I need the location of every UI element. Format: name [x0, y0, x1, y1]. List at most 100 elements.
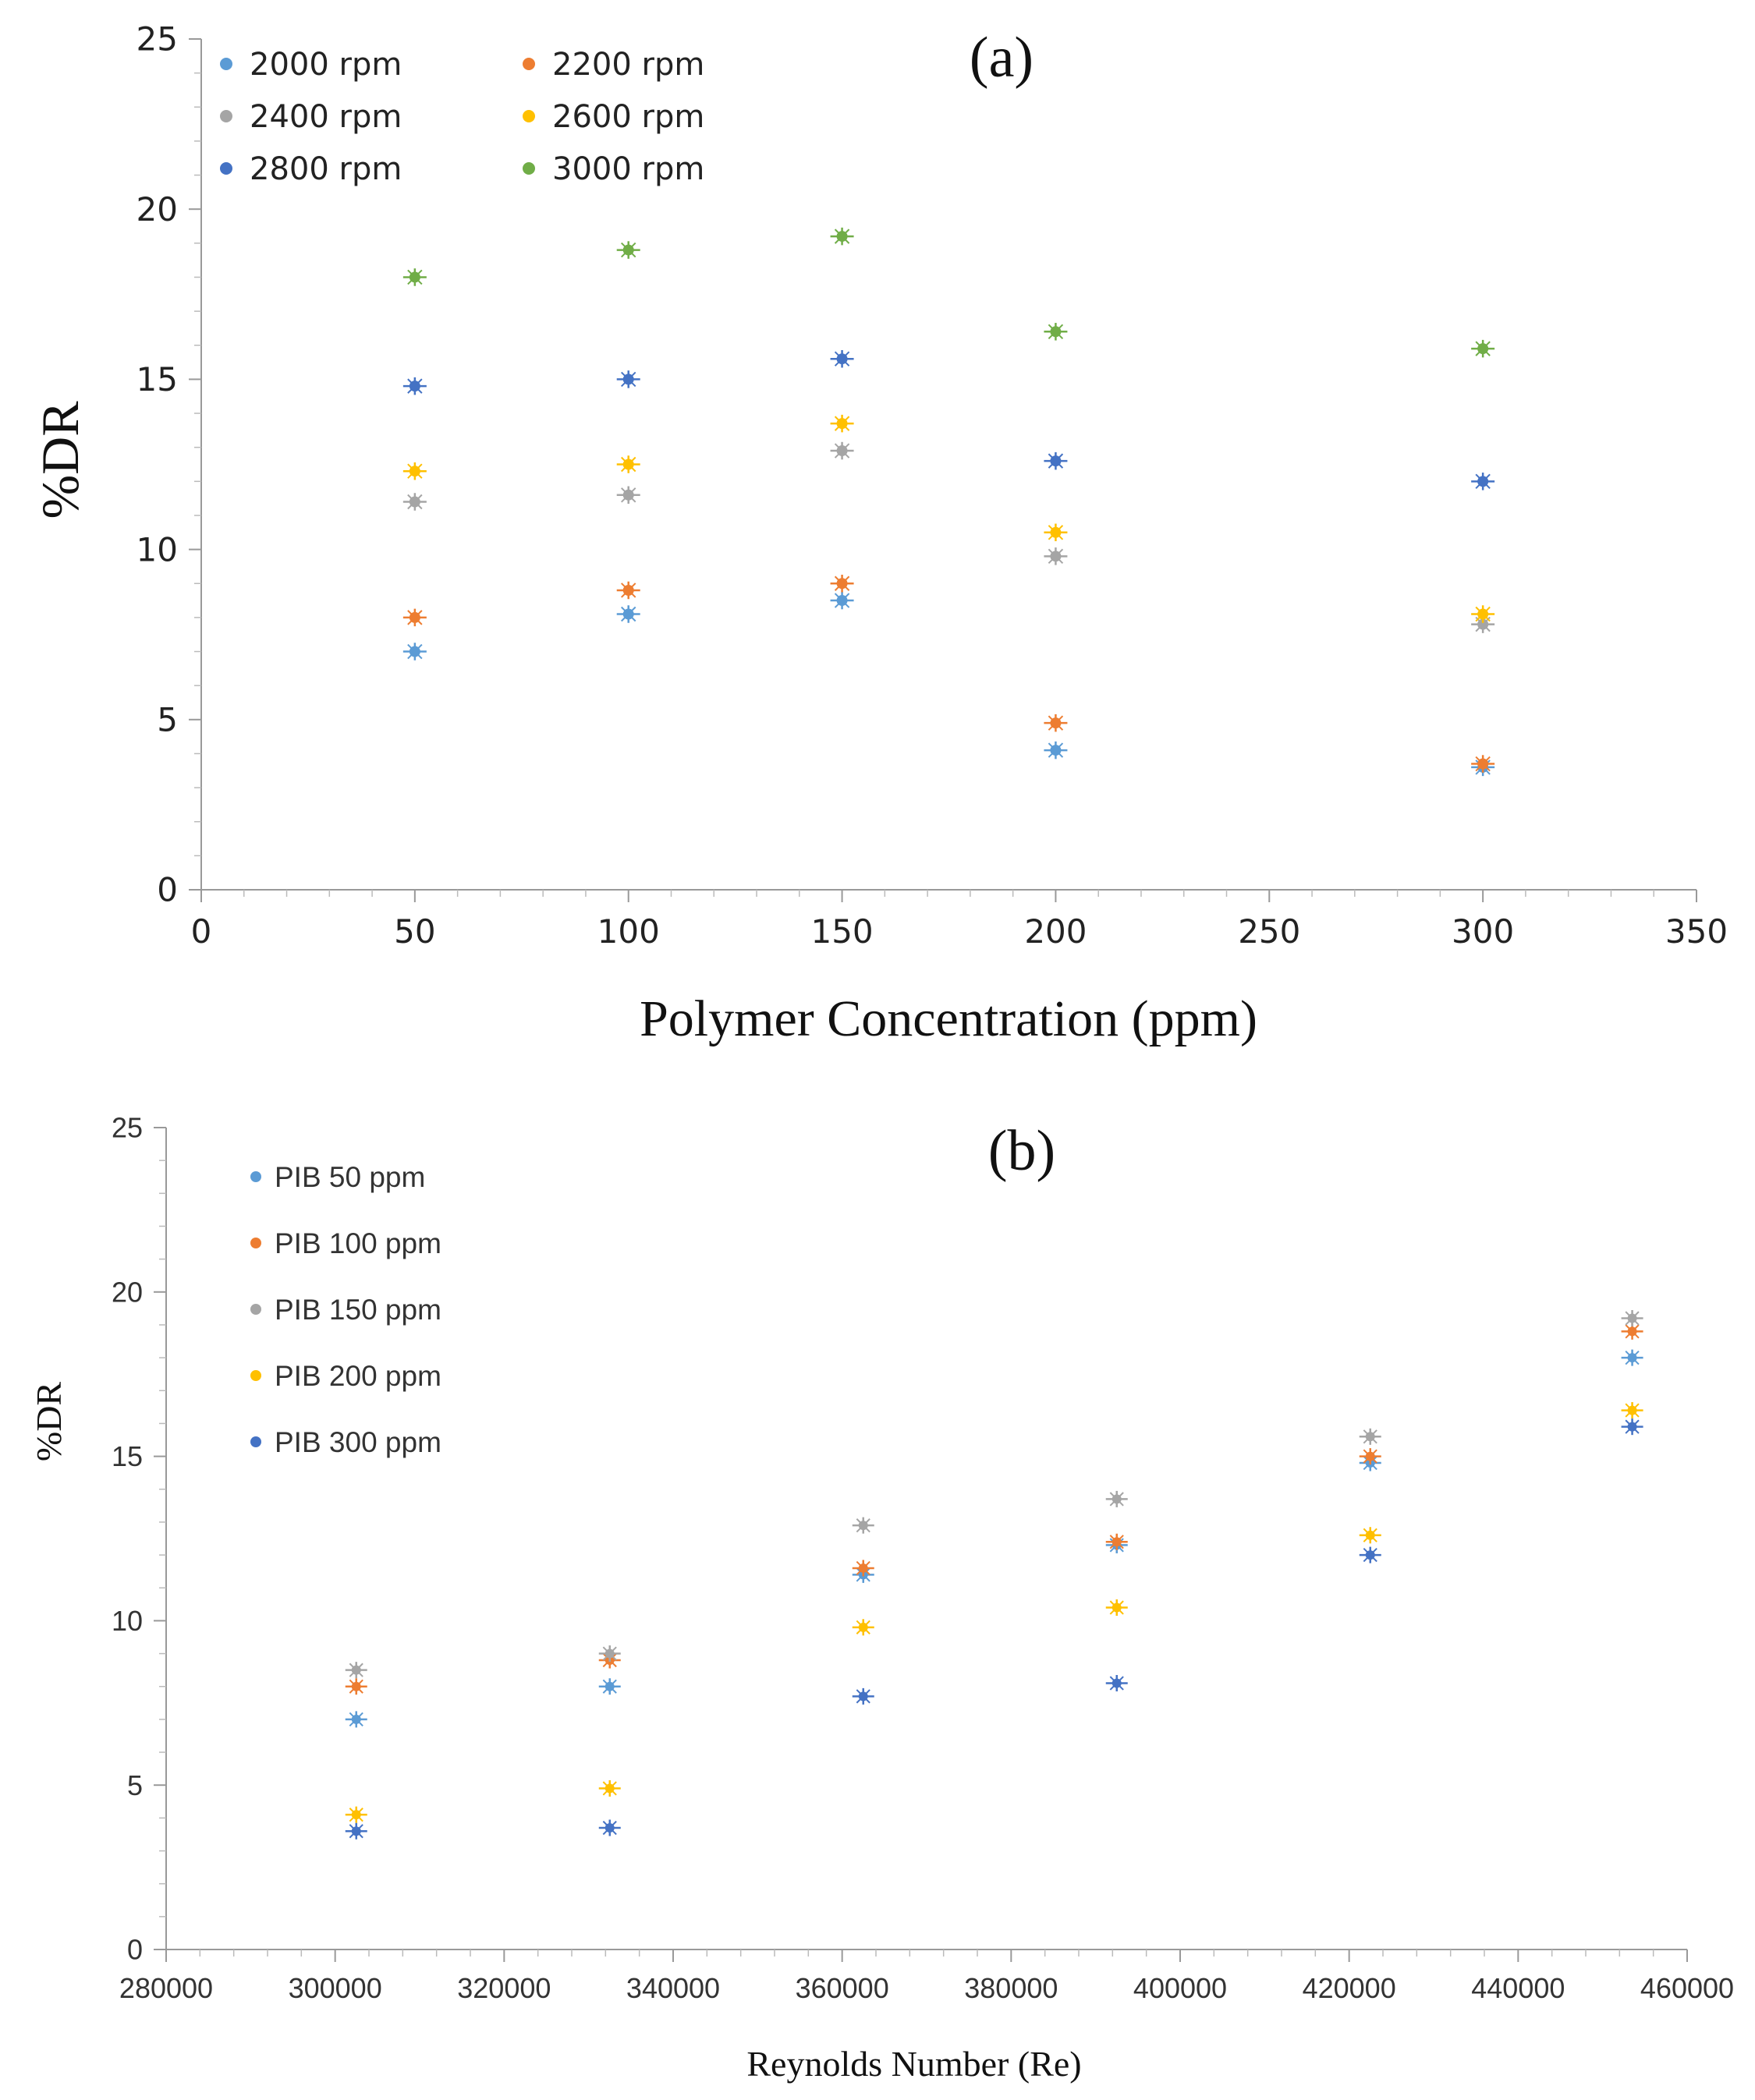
data-point [345, 1806, 367, 1823]
data-point [616, 486, 640, 505]
chart-b-legend: PIB 50 ppm PIB 100 ppm PIB 150 ppm PIB 200 … [250, 1161, 441, 1458]
data-point [1044, 741, 1068, 760]
legend-label: 2400 rpm [250, 99, 402, 135]
data-point [852, 1560, 874, 1577]
y-tick-label: 15 [112, 1440, 143, 1472]
x-tick-label: 250 [1238, 912, 1300, 951]
data-point [402, 493, 427, 511]
data-point [852, 1517, 874, 1534]
data-point [1105, 1599, 1128, 1617]
data-point [830, 349, 854, 368]
legend-label: PIB 150 ppm [275, 1294, 441, 1326]
chart-a-ylabel: %DR [30, 401, 90, 519]
x-tick-label: 360000 [796, 1972, 889, 2004]
legend-label: PIB 300 ppm [275, 1426, 441, 1458]
legend-label: PIB 50 ppm [275, 1161, 425, 1193]
data-point [345, 1822, 367, 1840]
data-point [1471, 755, 1495, 773]
legend-marker [523, 162, 535, 175]
legend-marker [250, 1370, 261, 1381]
data-point [1044, 547, 1068, 565]
data-point [830, 441, 854, 460]
data-point [345, 1711, 367, 1728]
data-point [1621, 1349, 1643, 1366]
y-tick-label: 5 [127, 1769, 143, 1801]
data-point [1044, 714, 1068, 732]
legend-label: 3000 rpm [552, 151, 704, 187]
x-tick-label: 0 [191, 912, 212, 951]
data-point [616, 581, 640, 600]
chart-a-xlabel: Polymer Concentration (ppm) [640, 990, 1257, 1047]
legend-marker [220, 58, 232, 70]
legend-item: PIB 200 ppm [250, 1360, 441, 1392]
chart-a-legend: 2000 rpm 2200 rpm 2400 rpm 2600 rpm 2800 rpm… [220, 47, 704, 187]
x-tick-label: 300 [1452, 912, 1514, 951]
data-point [598, 1645, 621, 1663]
legend-item: 2800 rpm [220, 151, 402, 187]
legend-marker [523, 58, 535, 70]
data-point [1359, 1428, 1381, 1445]
legend-marker [250, 1436, 261, 1447]
x-tick-label: 340000 [626, 1972, 720, 2004]
x-tick-label: 420000 [1303, 1972, 1396, 2004]
legend-label: 2000 rpm [250, 47, 402, 83]
legend-marker [220, 162, 232, 175]
y-tick-label: 5 [157, 701, 178, 739]
data-point [1621, 1402, 1643, 1419]
legend-item: PIB 150 ppm [250, 1294, 441, 1326]
data-point [1105, 1490, 1128, 1507]
x-tick-label: 460000 [1640, 1972, 1734, 2004]
data-point [830, 591, 854, 610]
data-point [345, 1662, 367, 1679]
data-point [830, 574, 854, 593]
legend-label: 2800 rpm [250, 151, 402, 187]
chart-b: 0 5 10 15 20 25 280000 300000 320000 340000 360000… [29, 1112, 1734, 2084]
y-tick-label: 20 [112, 1276, 143, 1308]
x-tick-label: 300000 [289, 1972, 382, 2004]
legend-marker [220, 110, 232, 122]
y-tick-label: 0 [127, 1934, 143, 1966]
data-point [402, 268, 427, 286]
x-tick-label: 440000 [1471, 1972, 1565, 2004]
data-point [830, 414, 854, 433]
legend-item: 2600 rpm [523, 99, 704, 135]
chart-b-panel-label: (b) [988, 1119, 1055, 1183]
y-tick-label: 10 [112, 1605, 143, 1637]
legend-label: PIB 100 ppm [275, 1227, 441, 1259]
data-point [402, 643, 427, 660]
data-point [1105, 1675, 1128, 1692]
y-tick-label: 0 [157, 871, 178, 909]
data-point [1359, 1527, 1381, 1544]
x-tick-label: 380000 [964, 1972, 1058, 2004]
data-point [1471, 473, 1495, 490]
data-point [598, 1780, 621, 1797]
data-point [598, 1678, 621, 1695]
data-point [830, 227, 854, 246]
data-point [616, 605, 640, 623]
legend-item: 3000 rpm [523, 151, 704, 187]
legend-item: 2400 rpm [220, 99, 402, 135]
data-point [1359, 1546, 1381, 1563]
y-tick-label: 15 [136, 360, 178, 398]
x-tick-label: 50 [394, 912, 435, 951]
data-point [852, 1687, 874, 1705]
x-tick-label: 150 [810, 912, 873, 951]
data-point [1359, 1448, 1381, 1465]
data-point [1621, 1310, 1643, 1327]
data-point [1105, 1533, 1128, 1550]
legend-marker [250, 1238, 261, 1248]
x-tick-label: 100 [597, 912, 660, 951]
y-tick-label: 25 [112, 1112, 143, 1144]
x-tick-label: 320000 [457, 1972, 551, 2004]
data-point [402, 462, 427, 480]
legend-item: 2200 rpm [523, 47, 704, 83]
y-tick-label: 10 [136, 530, 178, 568]
data-point [402, 377, 427, 395]
chart-b-ylabel: %DR [29, 1382, 69, 1462]
chart-a-panel-label: (a) [970, 26, 1034, 90]
chart-b-xlabel: Reynolds Number (Re) [746, 2044, 1081, 2084]
legend-item: PIB 50 ppm [250, 1161, 425, 1193]
legend-marker [523, 110, 535, 122]
legend-label: 2200 rpm [552, 47, 704, 83]
data-point [616, 241, 640, 259]
